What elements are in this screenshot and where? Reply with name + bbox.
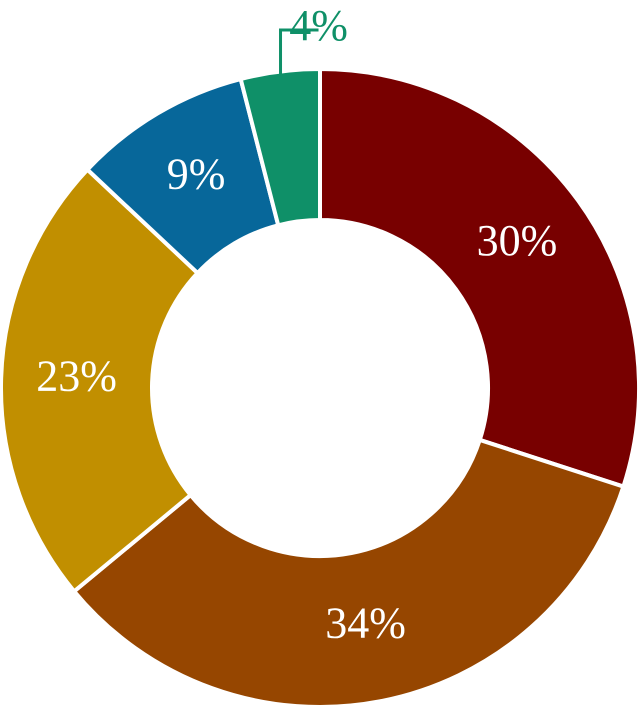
donut-slice bbox=[0, 166, 201, 595]
value-label: 9% bbox=[167, 150, 226, 199]
value-label: 30% bbox=[477, 216, 558, 265]
donut-slice bbox=[71, 437, 626, 708]
value-label: 34% bbox=[325, 598, 406, 647]
value-label: 23% bbox=[36, 351, 117, 400]
donut-slice bbox=[238, 66, 322, 228]
leader-line bbox=[279, 28, 319, 76]
donut-slice bbox=[318, 66, 640, 490]
value-label: 4% bbox=[289, 1, 348, 50]
